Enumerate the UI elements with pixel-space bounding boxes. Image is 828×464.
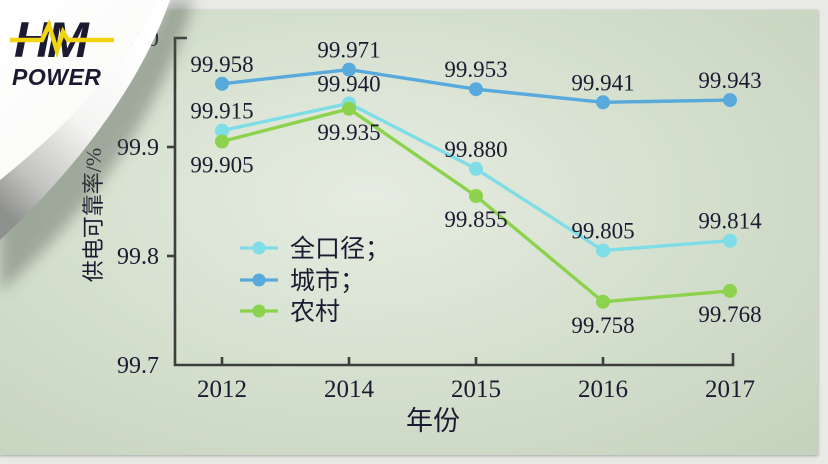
logo-wave-icon (10, 18, 114, 59)
point-city (215, 76, 229, 91)
point-rural (596, 294, 610, 309)
value-label: 99.971 (317, 38, 380, 63)
value-label: 99.935 (317, 120, 380, 145)
legend-label-all: 全口径； (290, 235, 390, 263)
value-labels: 99.915 99.940 99.880 99.805 99.814 99.958 99.9… (190, 38, 762, 338)
curl-page (0, 0, 158, 180)
point-rural (723, 283, 737, 298)
x-tick-label: 2017 (705, 376, 755, 403)
y-tick-label: 99.8 (117, 244, 159, 270)
logo-power-text: POWER (12, 64, 101, 90)
x-tick-label: 2015 (451, 376, 501, 403)
point-all (596, 243, 610, 258)
legend-marker-city (252, 273, 266, 287)
point-city (596, 95, 610, 110)
point-all (215, 123, 229, 138)
point-all (469, 161, 483, 176)
legend-label-rural: 农村 (290, 298, 340, 326)
value-label: 99.941 (571, 70, 634, 95)
point-city (723, 93, 737, 108)
x-axis-title: 年份 (406, 406, 460, 436)
point-city (342, 62, 356, 77)
value-label: 99.758 (571, 313, 634, 338)
value-label: 99.943 (698, 68, 761, 93)
point-rural (469, 189, 483, 203)
x-tick-label: 2014 (324, 376, 375, 403)
value-label: 99.915 (190, 99, 253, 124)
legend-label-city: 城市； (290, 267, 365, 295)
value-label: 99.768 (698, 302, 761, 327)
y-tick-label: 99.7 (117, 353, 159, 379)
curl-roll (0, 0, 170, 240)
point-rural (342, 101, 356, 116)
chart-legend: 全口径； 城市； 农村 (240, 235, 390, 326)
x-tick-label: 2016 (578, 376, 628, 403)
value-label: 99.805 (571, 219, 634, 244)
point-all (723, 233, 737, 248)
value-label: 99.880 (444, 137, 507, 162)
curl-shadow (0, 0, 194, 292)
x-tick-label: 2012 (197, 376, 247, 403)
value-label: 99.855 (444, 207, 507, 232)
value-label: 99.958 (190, 52, 253, 77)
page-curl: HM POWER (0, 0, 194, 292)
series-group (215, 62, 737, 309)
point-rural (215, 134, 229, 149)
legend-marker-rural (252, 304, 266, 318)
value-label: 99.953 (444, 57, 507, 82)
logo: HM POWER (10, 12, 114, 90)
legend-marker-all (252, 241, 266, 255)
value-label: 99.905 (190, 153, 253, 178)
value-label: 99.940 (317, 71, 380, 96)
point-city (469, 82, 483, 97)
value-label: 99.814 (698, 209, 762, 234)
